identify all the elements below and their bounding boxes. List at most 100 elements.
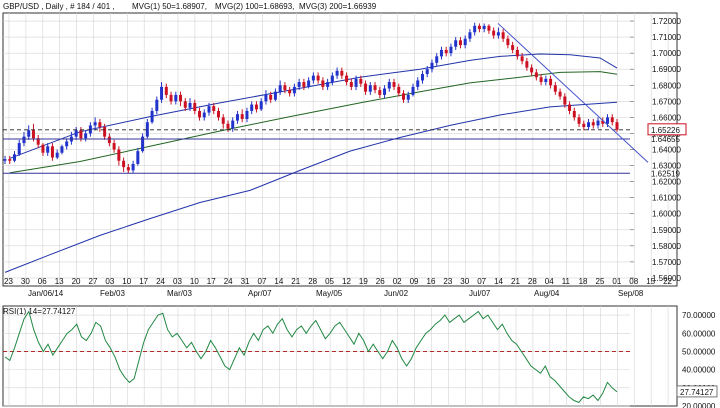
candle-body [179, 94, 183, 102]
date-tick-label: 21 [291, 277, 300, 286]
date-tick-label: 10 [122, 277, 131, 286]
candle-body [12, 154, 16, 161]
date-axis: 23 30 06 13 20 27 03 10 17 24 03 10 17 24 31 07 14 21 28 05… [4, 277, 673, 298]
last-price-box [647, 123, 687, 136]
candle-body [221, 117, 225, 124]
month-label: Mar/03 [167, 289, 192, 298]
date-tick-label: 05 [325, 277, 334, 286]
candle-body [468, 32, 472, 39]
candle-body [84, 133, 88, 139]
candle-body [74, 130, 78, 137]
date-tick-label: 08 [629, 277, 638, 286]
rsi-last-label: 27.74127 [680, 388, 714, 397]
candle-body [288, 90, 292, 94]
candle-body [511, 45, 515, 50]
candle-body [482, 25, 486, 30]
price-tick-label: 1.67000 [652, 97, 681, 106]
date-tick-label: 09 [410, 277, 419, 286]
candle-body [492, 30, 496, 36]
price-tick-label: 1.59000 [652, 226, 681, 235]
candle-body [283, 85, 287, 91]
rsi-tick-label: 40.00000 [682, 366, 716, 375]
price-tick-label: 1.58000 [652, 242, 681, 251]
price-tick-label: 1.64000 [652, 146, 681, 155]
candle-body [193, 102, 197, 111]
candle-body [406, 94, 410, 100]
candle-body [435, 56, 439, 63]
candle-body [60, 146, 64, 153]
candle-body [387, 82, 391, 89]
candle-body [17, 143, 21, 155]
price-level-label: 1.65226 [651, 126, 680, 135]
candle-body [430, 62, 434, 70]
candle-body [150, 110, 154, 123]
month-label: Jan/06/14 [28, 289, 64, 298]
price-tick-label: 1.57000 [652, 258, 681, 267]
date-tick-label: 20 [72, 277, 81, 286]
candle-body [250, 104, 254, 111]
candle-body [477, 25, 481, 30]
rsi-panel-frame [2, 305, 678, 407]
header-ma50: MVG(1) 50=1.68907, [132, 2, 207, 11]
candle-body [473, 25, 477, 33]
date-tick-label: 18 [579, 277, 588, 286]
candle-body [93, 122, 97, 126]
candle-body [501, 32, 505, 39]
candle-body [568, 104, 572, 111]
candle-body [126, 167, 130, 171]
candle-body [273, 91, 277, 100]
candle-body [439, 49, 443, 57]
month-label: Jul/07 [469, 289, 491, 298]
candle-body [515, 49, 519, 57]
date-tick-label: 04 [545, 277, 554, 286]
candle-body [22, 136, 26, 144]
price-tick-label: 1.60000 [652, 210, 681, 219]
date-tick-label: 28 [308, 277, 317, 286]
rsi-grid [3, 306, 669, 407]
candle-body [79, 130, 83, 139]
header-symbol: GBP/USD , Daily , # 184 / 401 , [3, 2, 115, 11]
date-tick-label: 03 [105, 277, 114, 286]
date-tick-label: 11 [562, 277, 571, 286]
candle-body [254, 104, 258, 110]
candle-body [454, 40, 458, 47]
candle-body [606, 117, 610, 124]
candle-body [307, 80, 311, 87]
rsi-y-axis: 70.0000060.0000050.0000040.0000030.00000… [676, 311, 718, 408]
rsi-last-box [676, 385, 718, 398]
date-tick-label: 01 [612, 277, 621, 286]
month-label: Aug/04 [534, 289, 560, 298]
candle-body [160, 86, 164, 100]
candle-body [3, 159, 7, 161]
candle-body [458, 40, 462, 46]
candle-body [27, 130, 31, 137]
rsi-panel: RSI(1) 14=27.74127 70.00000 60.00000 50.00… [2, 305, 718, 408]
candle-body [359, 78, 363, 84]
candle-body [349, 82, 353, 87]
date-tick-label: 19 [359, 277, 368, 286]
candle-body [316, 75, 320, 81]
candles [3, 22, 619, 174]
moving-average-line [4, 101, 618, 273]
candle-body [444, 49, 448, 54]
candle-body [335, 70, 339, 76]
candle-body [169, 94, 173, 102]
candle-body [392, 82, 396, 87]
candle-body [582, 123, 586, 128]
candle-body [65, 141, 69, 147]
candle-body [240, 114, 244, 119]
candle-body [46, 146, 50, 153]
candle-body [245, 110, 249, 119]
date-tick-label: 25 [596, 277, 605, 286]
price-tick-label: 1.71000 [652, 33, 681, 42]
candle-body [449, 46, 453, 54]
rsi-tick-label: 20.00000 [682, 402, 716, 408]
candle-body [278, 85, 282, 92]
candle-body [487, 25, 491, 31]
candle-body [136, 151, 140, 164]
candle-body [145, 122, 149, 137]
date-tick-label: 07 [477, 277, 486, 286]
candle-body [226, 123, 230, 129]
price-tick-label: 1.62000 [652, 178, 681, 187]
